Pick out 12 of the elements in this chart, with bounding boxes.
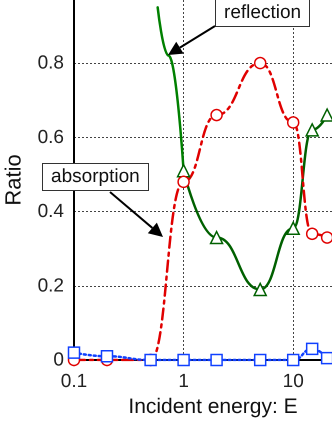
x-axis-title: Incident energy: E [128, 395, 298, 418]
y-tick-label: 0.2 [38, 275, 64, 296]
x-tick-label: 0.1 [60, 371, 88, 392]
x-tick-label: 1 [178, 371, 189, 392]
y-tick-label: 0 [53, 350, 64, 370]
annotation: reflection [215, 0, 310, 27]
y-axis-title: Ratio [0, 154, 26, 206]
y-tick-label: 0.6 [38, 126, 64, 148]
x-tick-label: 10 [282, 371, 304, 392]
annotation: absorption [42, 163, 149, 191]
y-tick-label: 0.4 [38, 201, 64, 222]
y-tick-label: 0.8 [38, 52, 64, 74]
